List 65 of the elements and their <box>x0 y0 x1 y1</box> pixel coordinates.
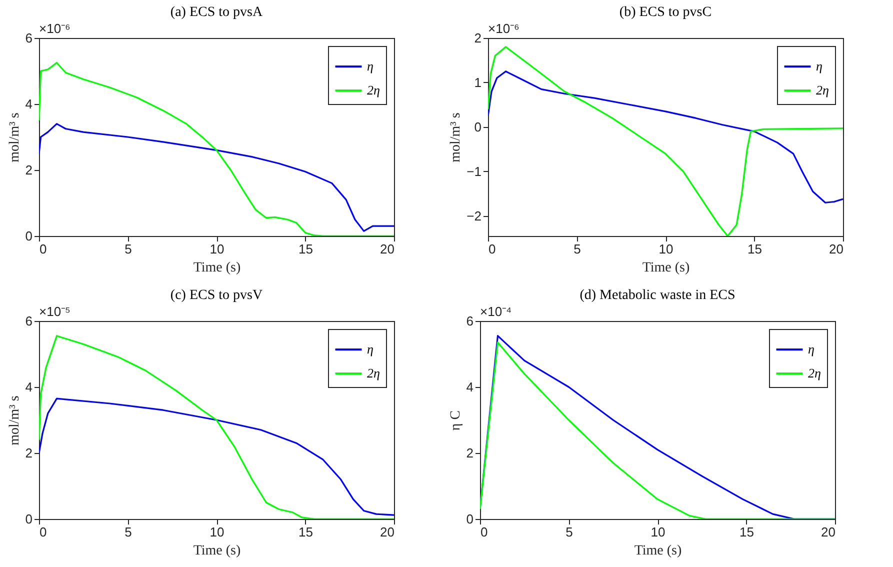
y-axis-title: mol/m³ s <box>448 112 464 162</box>
x-tick-label: 15 <box>298 242 313 256</box>
x-tick-label: 5 <box>124 242 132 256</box>
chart-title: (c) ECS to pvsV <box>170 288 263 303</box>
x-tick-label: 0 <box>40 524 47 540</box>
line-series <box>488 46 843 236</box>
y-tick-label: 0 <box>466 512 474 526</box>
text: ×10⁻⁵ <box>39 304 70 319</box>
y-tick-label: −1 <box>466 164 482 179</box>
line-series <box>39 62 394 236</box>
y-tick-label: 2 <box>474 30 482 46</box>
x-tick-label: 20 <box>380 242 394 256</box>
y-tick-label: 0 <box>25 512 32 526</box>
x-axis-title: Time (s) <box>193 544 241 558</box>
y-axis-title: mol/m³ s <box>7 396 22 446</box>
legend-label: η <box>816 58 822 74</box>
x-tick-label: 5 <box>574 242 581 256</box>
y-tick-label: 2 <box>25 162 32 178</box>
x-tick-label: 10 <box>210 242 224 256</box>
x-tick-label: 0 <box>488 242 496 256</box>
x-tick-label: 20 <box>829 242 844 256</box>
x-tick-label: 20 <box>821 524 836 540</box>
chart-title: (a) ECS to pvsA <box>170 5 264 20</box>
legend-label: η <box>367 58 374 74</box>
text: ×10⁻⁶ <box>39 21 70 36</box>
chart-title: (d) Metabolic waste in ECS <box>580 288 736 303</box>
x-tick-label: 5 <box>124 524 132 540</box>
legend-label: 2η <box>816 82 829 98</box>
y-tick-label: 6 <box>466 314 474 328</box>
text: ×10⁻⁶ <box>488 21 520 36</box>
legend-label: 2η <box>367 366 380 380</box>
legend-label: 2η <box>367 82 380 98</box>
legend-label: 2η <box>808 366 821 380</box>
y-axis-title: η C <box>448 410 464 431</box>
x-tick-label: 10 <box>210 524 224 540</box>
legend-label: η <box>808 342 814 356</box>
x-tick-label: 10 <box>658 242 674 256</box>
y-tick-label: 2 <box>25 446 32 460</box>
x-tick-label: 10 <box>650 524 666 540</box>
x-axis-title: Time (s) <box>634 544 682 558</box>
x-tick-label: 0 <box>40 242 47 256</box>
line-series <box>39 398 394 516</box>
legend-label: η <box>367 342 374 356</box>
y-tick-label: 0 <box>474 119 482 134</box>
text: ×10⁻⁴ <box>480 304 512 319</box>
x-tick-label: 5 <box>566 524 573 540</box>
chart-title: (b) ECS to pvsC <box>619 5 712 20</box>
x-tick-label: 15 <box>740 524 754 540</box>
line-series <box>39 123 394 232</box>
x-tick-label: 15 <box>298 524 313 540</box>
y-tick-label: 4 <box>25 380 32 394</box>
y-tick-label: 1 <box>474 74 482 90</box>
y-tick-label: −2 <box>466 208 482 224</box>
x-axis-title: Time (s) <box>642 260 690 276</box>
y-tick-label: 6 <box>25 314 32 328</box>
y-tick-label: 0 <box>25 228 32 244</box>
line-series <box>39 335 394 519</box>
y-tick-label: 2 <box>466 446 474 460</box>
x-tick-label: 15 <box>748 242 762 256</box>
y-tick-label: 4 <box>466 380 474 394</box>
y-tick-label: 4 <box>25 96 32 112</box>
x-tick-label: 20 <box>380 524 394 540</box>
y-tick-label: 6 <box>25 30 32 46</box>
y-axis-title: mol/m³ s <box>7 112 22 162</box>
x-axis-title: Time (s) <box>193 260 241 276</box>
